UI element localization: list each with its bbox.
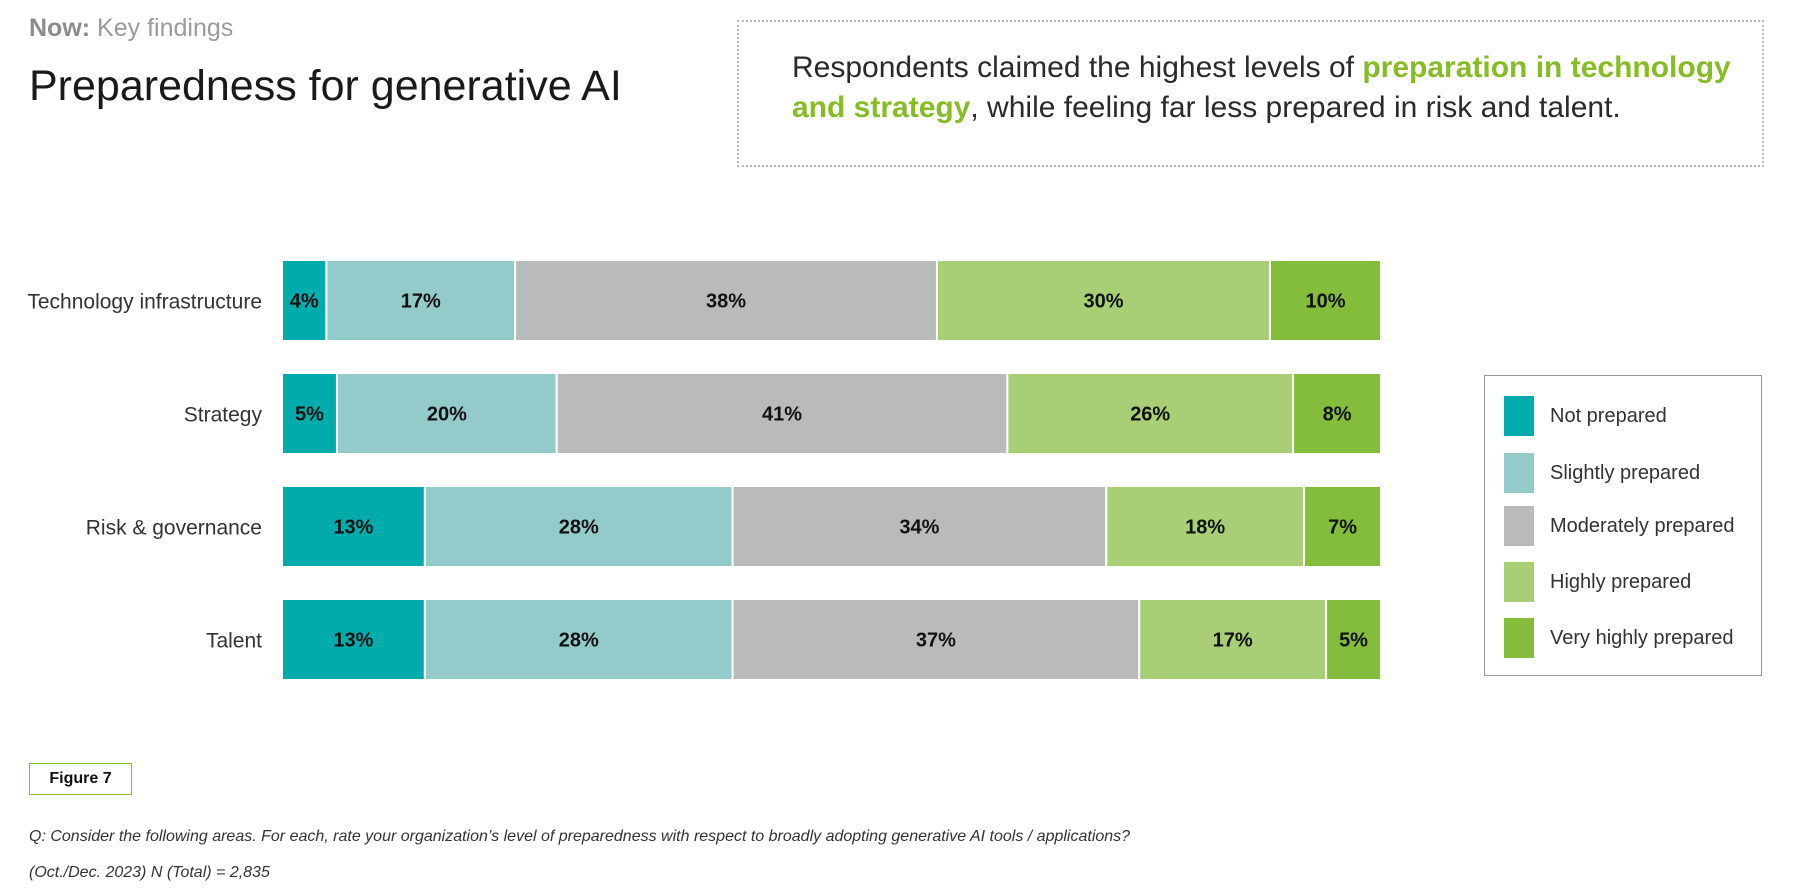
- legend-swatch: [1504, 453, 1534, 493]
- bar-risk-governance-very-highly-prepared: [1303, 485, 1382, 568]
- bar-strategy-not-prepared: [281, 372, 338, 455]
- callout-text: Respondents claimed the highest levels o…: [792, 48, 1752, 128]
- data-label-technology-infrastructure-2: 38%: [706, 291, 746, 313]
- bar-strategy-slightly-prepared: [335, 372, 558, 455]
- category-label-risk-governance: Risk & governance: [86, 517, 262, 540]
- legend-swatch: [1504, 506, 1534, 546]
- legend-item-not-prepared: Not prepared: [1504, 396, 1667, 436]
- bar-risk-governance-not-prepared: [281, 485, 426, 568]
- legend-label: Moderately prepared: [1550, 514, 1735, 537]
- bar-talent-moderately-prepared: [731, 598, 1141, 681]
- data-label-talent-4: 5%: [1339, 630, 1368, 652]
- category-label-strategy: Strategy: [184, 404, 263, 427]
- data-label-talent-0: 13%: [333, 630, 373, 652]
- bar-risk-governance-moderately-prepared: [731, 485, 1108, 568]
- data-label-talent-2: 37%: [916, 630, 956, 652]
- key-finding-callout: Respondents claimed the highest levels o…: [737, 20, 1764, 167]
- data-label-risk-governance-4: 7%: [1328, 517, 1357, 539]
- category-label-talent: Talent: [206, 630, 262, 653]
- kicker-text: Key findings: [90, 14, 234, 42]
- legend-item-moderately-prepared: Moderately prepared: [1504, 506, 1735, 546]
- bar-talent-very-highly-prepared: [1325, 598, 1383, 681]
- sample-note: (Oct./Dec. 2023) N (Total) = 2,835: [29, 864, 270, 881]
- callout-highlight: preparation in technology and strategy: [792, 51, 1731, 124]
- data-label-talent-3: 17%: [1213, 630, 1253, 652]
- data-label-technology-infrastructure-4: 10%: [1305, 291, 1345, 313]
- bar-technology-infrastructure-highly-prepared: [935, 259, 1271, 342]
- data-label-technology-infrastructure-1: 17%: [401, 291, 441, 313]
- section-kicker: Now: Key findings: [29, 14, 233, 43]
- data-label-strategy-0: 5%: [295, 404, 324, 426]
- legend-label: Highly prepared: [1550, 570, 1692, 593]
- data-label-risk-governance-3: 18%: [1185, 517, 1225, 539]
- data-label-strategy-2: 41%: [762, 404, 802, 426]
- data-label-strategy-1: 20%: [427, 404, 467, 426]
- legend-item-highly-prepared: Highly prepared: [1504, 562, 1691, 602]
- bar-strategy-very-highly-prepared: [1292, 372, 1382, 455]
- data-label-technology-infrastructure-3: 30%: [1083, 291, 1123, 313]
- bar-technology-infrastructure-very-highly-prepared: [1268, 259, 1382, 342]
- data-label-risk-governance-0: 13%: [333, 517, 373, 539]
- data-label-risk-governance-1: 28%: [559, 517, 599, 539]
- bar-strategy-highly-prepared: [1006, 372, 1295, 455]
- page-title: Preparedness for generative AI: [29, 62, 622, 110]
- data-label-risk-governance-2: 34%: [899, 517, 939, 539]
- legend-swatch: [1504, 562, 1534, 602]
- legend-label: Slightly prepared: [1550, 461, 1701, 484]
- category-label-technology-infrastructure: Technology infrastructure: [27, 291, 262, 314]
- survey-question: Q: Consider the following areas. For eac…: [29, 828, 1131, 845]
- data-label-talent-1: 28%: [559, 630, 599, 652]
- data-label-strategy-3: 26%: [1130, 404, 1170, 426]
- legend-item-slightly-prepared: Slightly prepared: [1504, 453, 1700, 493]
- kicker-bold: Now:: [29, 14, 91, 42]
- bar-talent-slightly-prepared: [423, 598, 734, 681]
- bar-technology-infrastructure-not-prepared: [281, 259, 328, 342]
- bar-risk-governance-highly-prepared: [1105, 485, 1306, 568]
- callout-text-after: , while feeling far less prepared in ris…: [970, 91, 1621, 124]
- data-label-technology-infrastructure-0: 4%: [290, 291, 319, 313]
- chart-legend: Not prepared Slightly prepared Moderately …: [1484, 375, 1762, 676]
- legend-item-very-highly-prepared: Very highly prepared: [1504, 618, 1733, 658]
- legend-swatch: [1504, 396, 1534, 436]
- stacked-bar-chart: Technology infrastructure 4% 17% 38% 30% 10% S…: [27, 259, 1383, 681]
- bar-risk-governance-slightly-prepared: [423, 485, 734, 568]
- legend-swatch: [1504, 618, 1534, 658]
- legend-label: Not prepared: [1550, 404, 1667, 427]
- figure-label: Figure 7: [29, 763, 132, 795]
- callout-text-before: Respondents claimed the highest levels o…: [792, 51, 1363, 84]
- legend-label: Very highly prepared: [1550, 626, 1734, 649]
- bar-strategy-moderately-prepared: [555, 372, 1009, 455]
- data-label-strategy-4: 8%: [1323, 404, 1352, 426]
